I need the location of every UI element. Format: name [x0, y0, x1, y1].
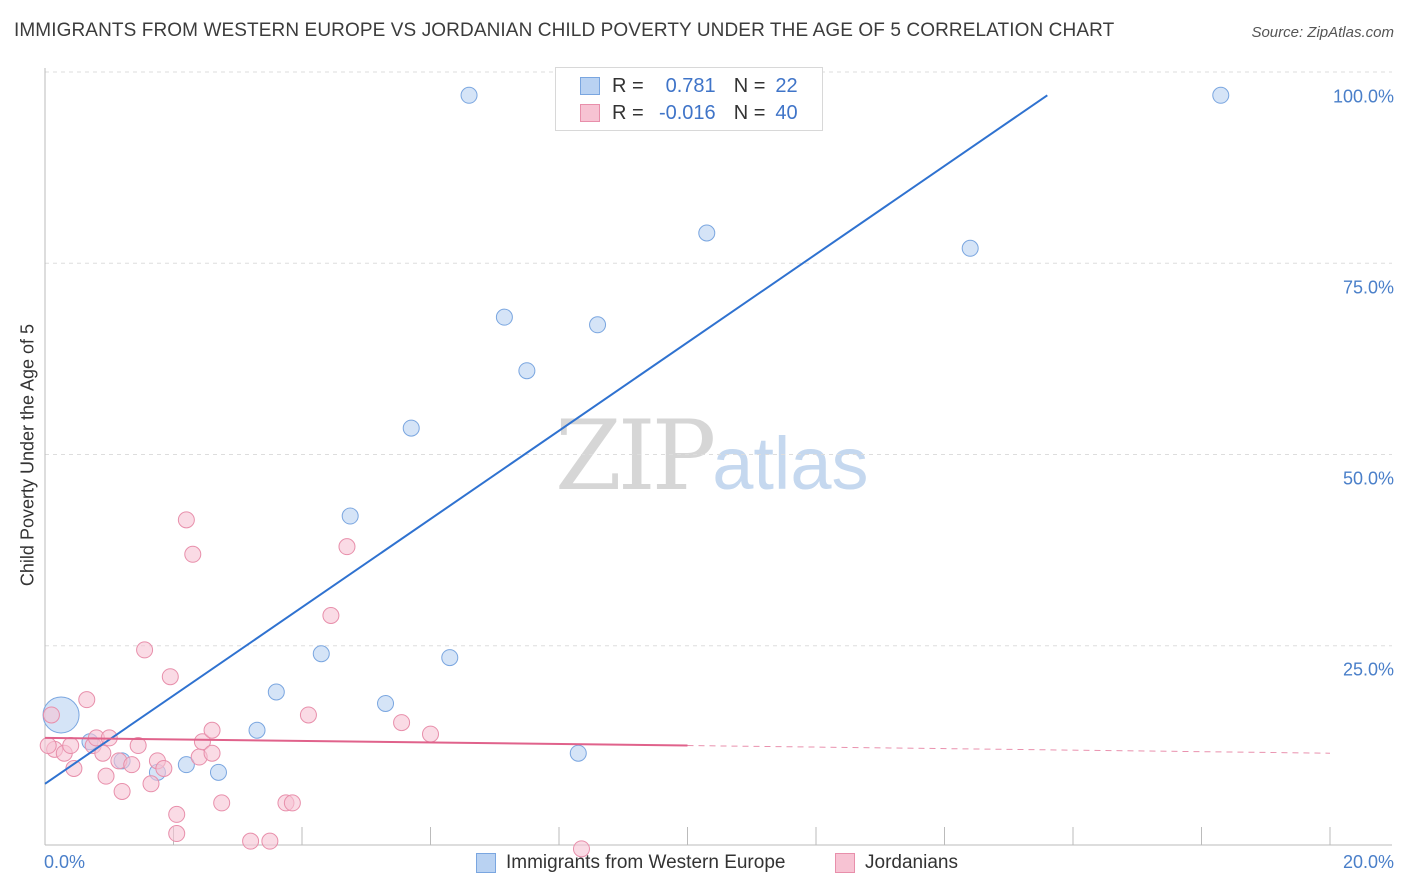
data-point-jordanians: [213, 794, 231, 812]
data-point-jordanians: [299, 706, 317, 724]
data-point-jordanians: [338, 538, 356, 556]
data-point-immigrants: [961, 239, 979, 257]
y-tick-label: 75.0%: [1342, 277, 1394, 298]
data-point-jordanians: [572, 840, 590, 858]
data-point-immigrants: [495, 308, 513, 326]
data-point-jordanians: [322, 607, 340, 624]
data-point-immigrants: [402, 419, 420, 437]
data-point-immigrants: [441, 649, 459, 667]
data-point-jordanians: [161, 668, 179, 686]
n-value: 22: [775, 74, 798, 97]
data-point-jordanians: [203, 744, 221, 762]
data-point-immigrants: [267, 683, 285, 701]
data-point-jordanians: [39, 737, 57, 755]
data-point-jordanians: [142, 775, 160, 793]
watermark: ZIPatlas: [555, 400, 869, 512]
trend-line-jordanians: [44, 736, 688, 747]
data-point-jordanians: [422, 725, 439, 743]
n-label: N =: [733, 101, 766, 124]
stats-legend-row-pink: R = -0.016 N = 40: [580, 101, 798, 125]
data-point-jordanians: [393, 714, 411, 732]
blue-swatch: [580, 77, 600, 95]
data-point-jordanians: [42, 706, 60, 724]
data-point-immigrants: [518, 362, 536, 380]
data-point-jordanians: [283, 794, 301, 812]
data-point-jordanians: [97, 767, 115, 785]
data-point-immigrants: [589, 316, 607, 334]
y-tick-label: 25.0%: [1342, 659, 1394, 680]
x-tick-label: 20.0%: [1342, 852, 1394, 872]
data-point-jordanians: [177, 511, 195, 529]
chart-title: IMMIGRANTS FROM WESTERN EUROPE VS JORDAN…: [14, 20, 1115, 41]
pink-swatch: [835, 853, 855, 873]
data-point-jordanians: [136, 641, 154, 659]
data-point-immigrants: [377, 694, 395, 712]
trend-line-immigrants: [44, 94, 1048, 785]
legend-label: Immigrants from Western Europe: [506, 852, 786, 873]
data-point-jordanians: [261, 832, 279, 850]
legend-item-jordanians[interactable]: Jordanians: [835, 852, 958, 874]
pink-swatch: [580, 104, 600, 122]
source-label: Source: ZipAtlas.com: [1251, 24, 1394, 41]
stats-legend-row-blue: R = 0.781 N = 22: [580, 74, 798, 98]
data-point-immigrants: [460, 86, 478, 104]
n-value: 40: [775, 101, 798, 124]
data-point-immigrants: [698, 224, 716, 242]
data-point-jordanians: [123, 756, 141, 774]
legend-label: Jordanians: [865, 852, 958, 873]
data-point-immigrants: [312, 645, 330, 663]
stats-legend: R = 0.781 N = 22 R = -0.016 N = 40: [555, 67, 823, 131]
legend-item-immigrants[interactable]: Immigrants from Western Europe: [476, 852, 785, 874]
y-tick-label: 100.0%: [1332, 86, 1394, 107]
data-point-jordanians: [242, 832, 260, 850]
data-point-immigrants: [248, 721, 266, 739]
data-point-jordanians: [184, 545, 202, 563]
n-label: N =: [733, 74, 766, 97]
y-tick-label: 50.0%: [1342, 468, 1394, 489]
data-point-immigrants: [341, 507, 359, 525]
data-point-immigrants: [1212, 86, 1230, 104]
data-point-jordanians: [113, 782, 131, 800]
watermark-atlas: atlas: [712, 422, 869, 505]
blue-swatch: [476, 853, 496, 873]
data-point-jordanians: [203, 721, 221, 739]
data-point-jordanians: [155, 760, 173, 777]
data-point-jordanians: [193, 733, 211, 751]
r-value: -0.016: [658, 101, 716, 124]
data-point-immigrants: [177, 756, 195, 774]
data-point-immigrants: [569, 744, 587, 762]
r-label: R =: [612, 101, 644, 124]
r-label: R =: [612, 74, 644, 97]
data-point-jordanians: [129, 737, 147, 755]
data-point-immigrants: [209, 763, 227, 781]
data-point-jordanians: [168, 825, 186, 843]
data-point-jordanians: [62, 737, 80, 755]
trend-line-extension-jordanians: [687, 745, 1331, 754]
data-point-jordanians: [168, 805, 186, 823]
x-tick-label: 0.0%: [44, 852, 86, 872]
watermark-zip: ZIP: [555, 400, 716, 512]
r-value: 0.781: [665, 74, 716, 97]
data-point-jordanians: [78, 691, 96, 709]
